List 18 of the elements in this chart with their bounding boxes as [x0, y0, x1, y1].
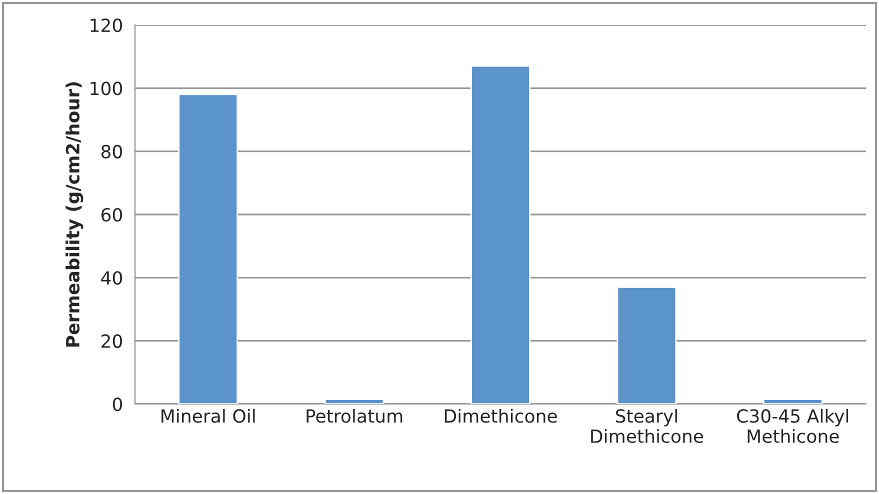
x-tick-label: Petrolatum [306, 408, 402, 423]
x-tick-label: Dimethicone [444, 408, 557, 423]
y-tick-label: 0 [112, 397, 122, 412]
y-tick-label: 40 [101, 271, 122, 285]
y-tick-label: 120 [90, 18, 122, 32]
y-tick-label: 20 [102, 334, 122, 348]
y-tick-label: 100 [90, 82, 122, 96]
y-axis-title: Permeability (g/cm2/hour) [66, 82, 84, 347]
bar [178, 94, 238, 404]
bar [470, 65, 530, 404]
bar [616, 286, 677, 404]
bar [324, 398, 384, 404]
y-tick-label: 60 [101, 208, 122, 222]
x-tick-label: Stearyl Dimethicone [591, 408, 704, 444]
bar [762, 398, 823, 404]
x-tick-label: Mineral Oil [162, 408, 255, 423]
x-tick-label: C30-45 Alkyl Methicone [737, 408, 848, 444]
y-tick-label: 80 [101, 144, 122, 158]
